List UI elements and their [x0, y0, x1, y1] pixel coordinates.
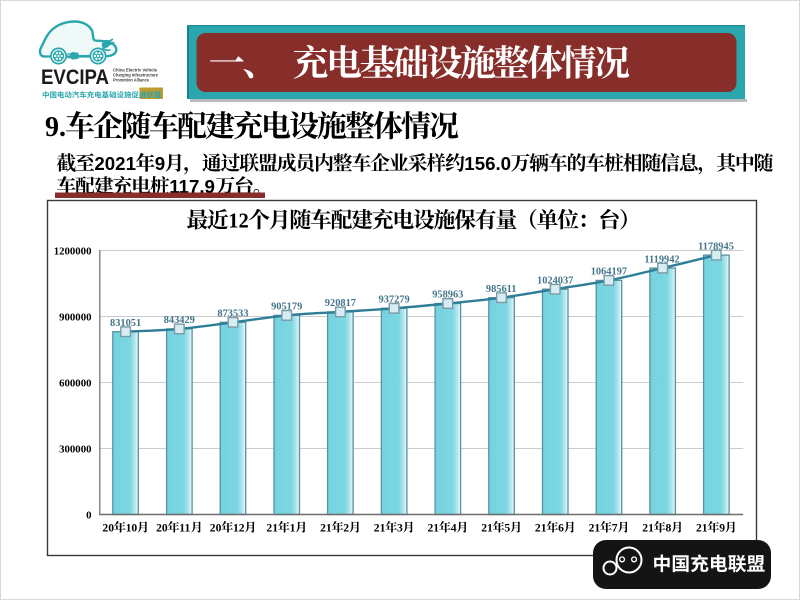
svg-text:21: 21 [320, 522, 332, 535]
svg-text:21: 21 [589, 522, 601, 535]
svg-text:20: 20 [156, 522, 168, 535]
svg-text:985611: 985611 [486, 284, 517, 295]
svg-text:EVCIPA: EVCIPA [41, 65, 109, 89]
svg-text:905179: 905179 [271, 302, 302, 313]
svg-text:900000: 900000 [59, 312, 91, 324]
svg-text:China Electric Vehicle: China Electric Vehicle [113, 68, 157, 74]
svg-text:937279: 937279 [379, 295, 410, 306]
svg-text:1024037: 1024037 [537, 275, 573, 286]
svg-text:Charging Infrastructure: Charging Infrastructure [113, 73, 158, 79]
svg-text:5: 5 [504, 522, 510, 535]
svg-text:831051: 831051 [110, 318, 141, 329]
svg-text:2: 2 [343, 522, 349, 535]
svg-text:21: 21 [266, 522, 278, 535]
svg-text:3: 3 [397, 522, 403, 535]
svg-text:1: 1 [290, 522, 296, 535]
svg-text:21: 21 [374, 522, 386, 535]
svg-text:9: 9 [155, 153, 165, 174]
svg-text:21: 21 [481, 522, 493, 535]
svg-text:12: 12 [228, 211, 249, 233]
svg-text:1200000: 1200000 [54, 246, 92, 258]
svg-text:10: 10 [126, 522, 138, 535]
svg-text:6: 6 [558, 522, 564, 535]
svg-text:300000: 300000 [59, 444, 91, 456]
svg-text:920817: 920817 [325, 298, 356, 309]
svg-text:Promotion Alliance: Promotion Alliance [113, 78, 149, 84]
svg-text:843429: 843429 [164, 315, 195, 326]
svg-text:7: 7 [612, 522, 618, 535]
svg-text:21: 21 [428, 522, 440, 535]
svg-text:9: 9 [719, 522, 725, 535]
svg-text:156.0: 156.0 [464, 153, 511, 174]
svg-text:11: 11 [179, 522, 190, 535]
svg-text:20: 20 [210, 522, 222, 535]
svg-text:20: 20 [102, 522, 114, 535]
svg-text:21: 21 [642, 522, 654, 535]
svg-text:2021: 2021 [94, 153, 136, 174]
svg-text:8: 8 [666, 522, 672, 535]
svg-text:9.: 9. [45, 112, 66, 143]
svg-text:21: 21 [696, 522, 708, 535]
svg-text:1119942: 1119942 [644, 254, 679, 265]
svg-text:1178945: 1178945 [698, 241, 734, 252]
svg-text:117.9: 117.9 [169, 176, 215, 197]
svg-text:600000: 600000 [59, 378, 91, 390]
svg-text:1064197: 1064197 [591, 267, 627, 278]
svg-text:958963: 958963 [432, 290, 463, 301]
svg-text:21: 21 [535, 522, 547, 535]
svg-text:873533: 873533 [217, 309, 248, 320]
svg-text:0: 0 [86, 510, 91, 522]
svg-text:4: 4 [451, 522, 457, 535]
svg-text:12: 12 [233, 522, 245, 535]
